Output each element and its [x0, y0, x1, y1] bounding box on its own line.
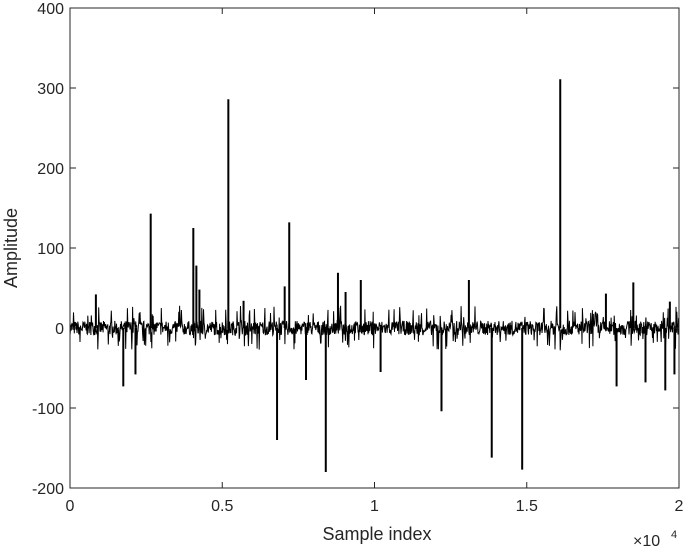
- x-tick-label: 1: [370, 498, 379, 515]
- y-tick-label: 0: [55, 321, 64, 338]
- series-layer: [69, 79, 680, 472]
- x-tick-label: 0.5: [211, 498, 233, 515]
- x-axis-label: Sample index: [322, 524, 431, 544]
- x-tick-label: 2: [675, 498, 684, 515]
- plot-background: [70, 8, 679, 488]
- y-tick-label: -200: [32, 481, 64, 498]
- y-tick-label: 200: [37, 161, 64, 178]
- y-tick-label: 300: [37, 81, 64, 98]
- y-axis-label: Amplitude: [1, 208, 21, 288]
- x-exponent-label: ×10: [633, 533, 660, 548]
- x-exponent-power: 4: [671, 529, 677, 541]
- y-tick-label: -100: [32, 401, 64, 418]
- signal-noise-line: [69, 305, 680, 351]
- x-tick-label: 1.5: [516, 498, 538, 515]
- x-tick-label: 0: [66, 498, 75, 515]
- tick-layer: 0 0.5 1 1.5 2 -200 -100 0 100 200 300 400: [32, 1, 684, 515]
- y-tick-label: 100: [37, 241, 64, 258]
- y-tick-label: 400: [37, 1, 64, 18]
